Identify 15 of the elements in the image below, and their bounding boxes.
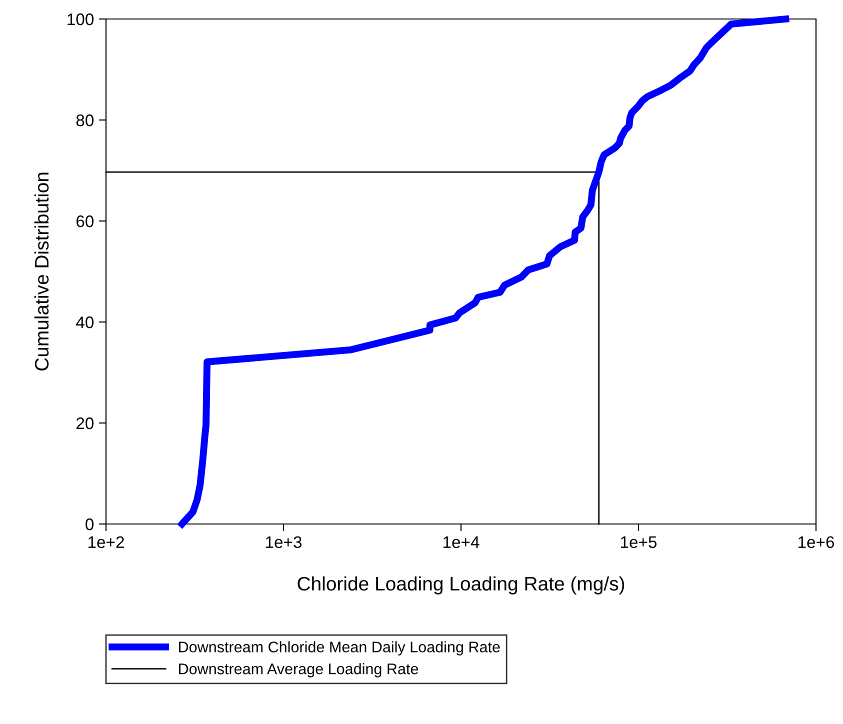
y-tick-label: 0 [86, 518, 94, 530]
y-axis-title: Cumulative Distribution [34, 172, 49, 370]
x-tick-label: 1e+4 [444, 536, 480, 548]
legend-label: Downstream Average Loading Rate [179, 663, 418, 678]
y-tick-label: 80 [76, 114, 94, 126]
legend-label: Downstream Chloride Mean Daily Loading Rate [179, 641, 500, 656]
y-tick-label: 40 [76, 316, 94, 328]
x-tick-label: 1e+3 [266, 536, 302, 548]
x-tick-label: 1e+6 [798, 536, 834, 548]
y-tick-label: 100 [68, 13, 94, 26]
x-tick-label: 1e+5 [621, 536, 657, 548]
y-tick-label: 60 [76, 215, 94, 228]
y-tick-label: 20 [76, 417, 94, 430]
x-axis-title: Chloride Loading Loading Rate (mg/s) [298, 576, 624, 594]
x-tick-label: 1e+2 [88, 536, 124, 548]
